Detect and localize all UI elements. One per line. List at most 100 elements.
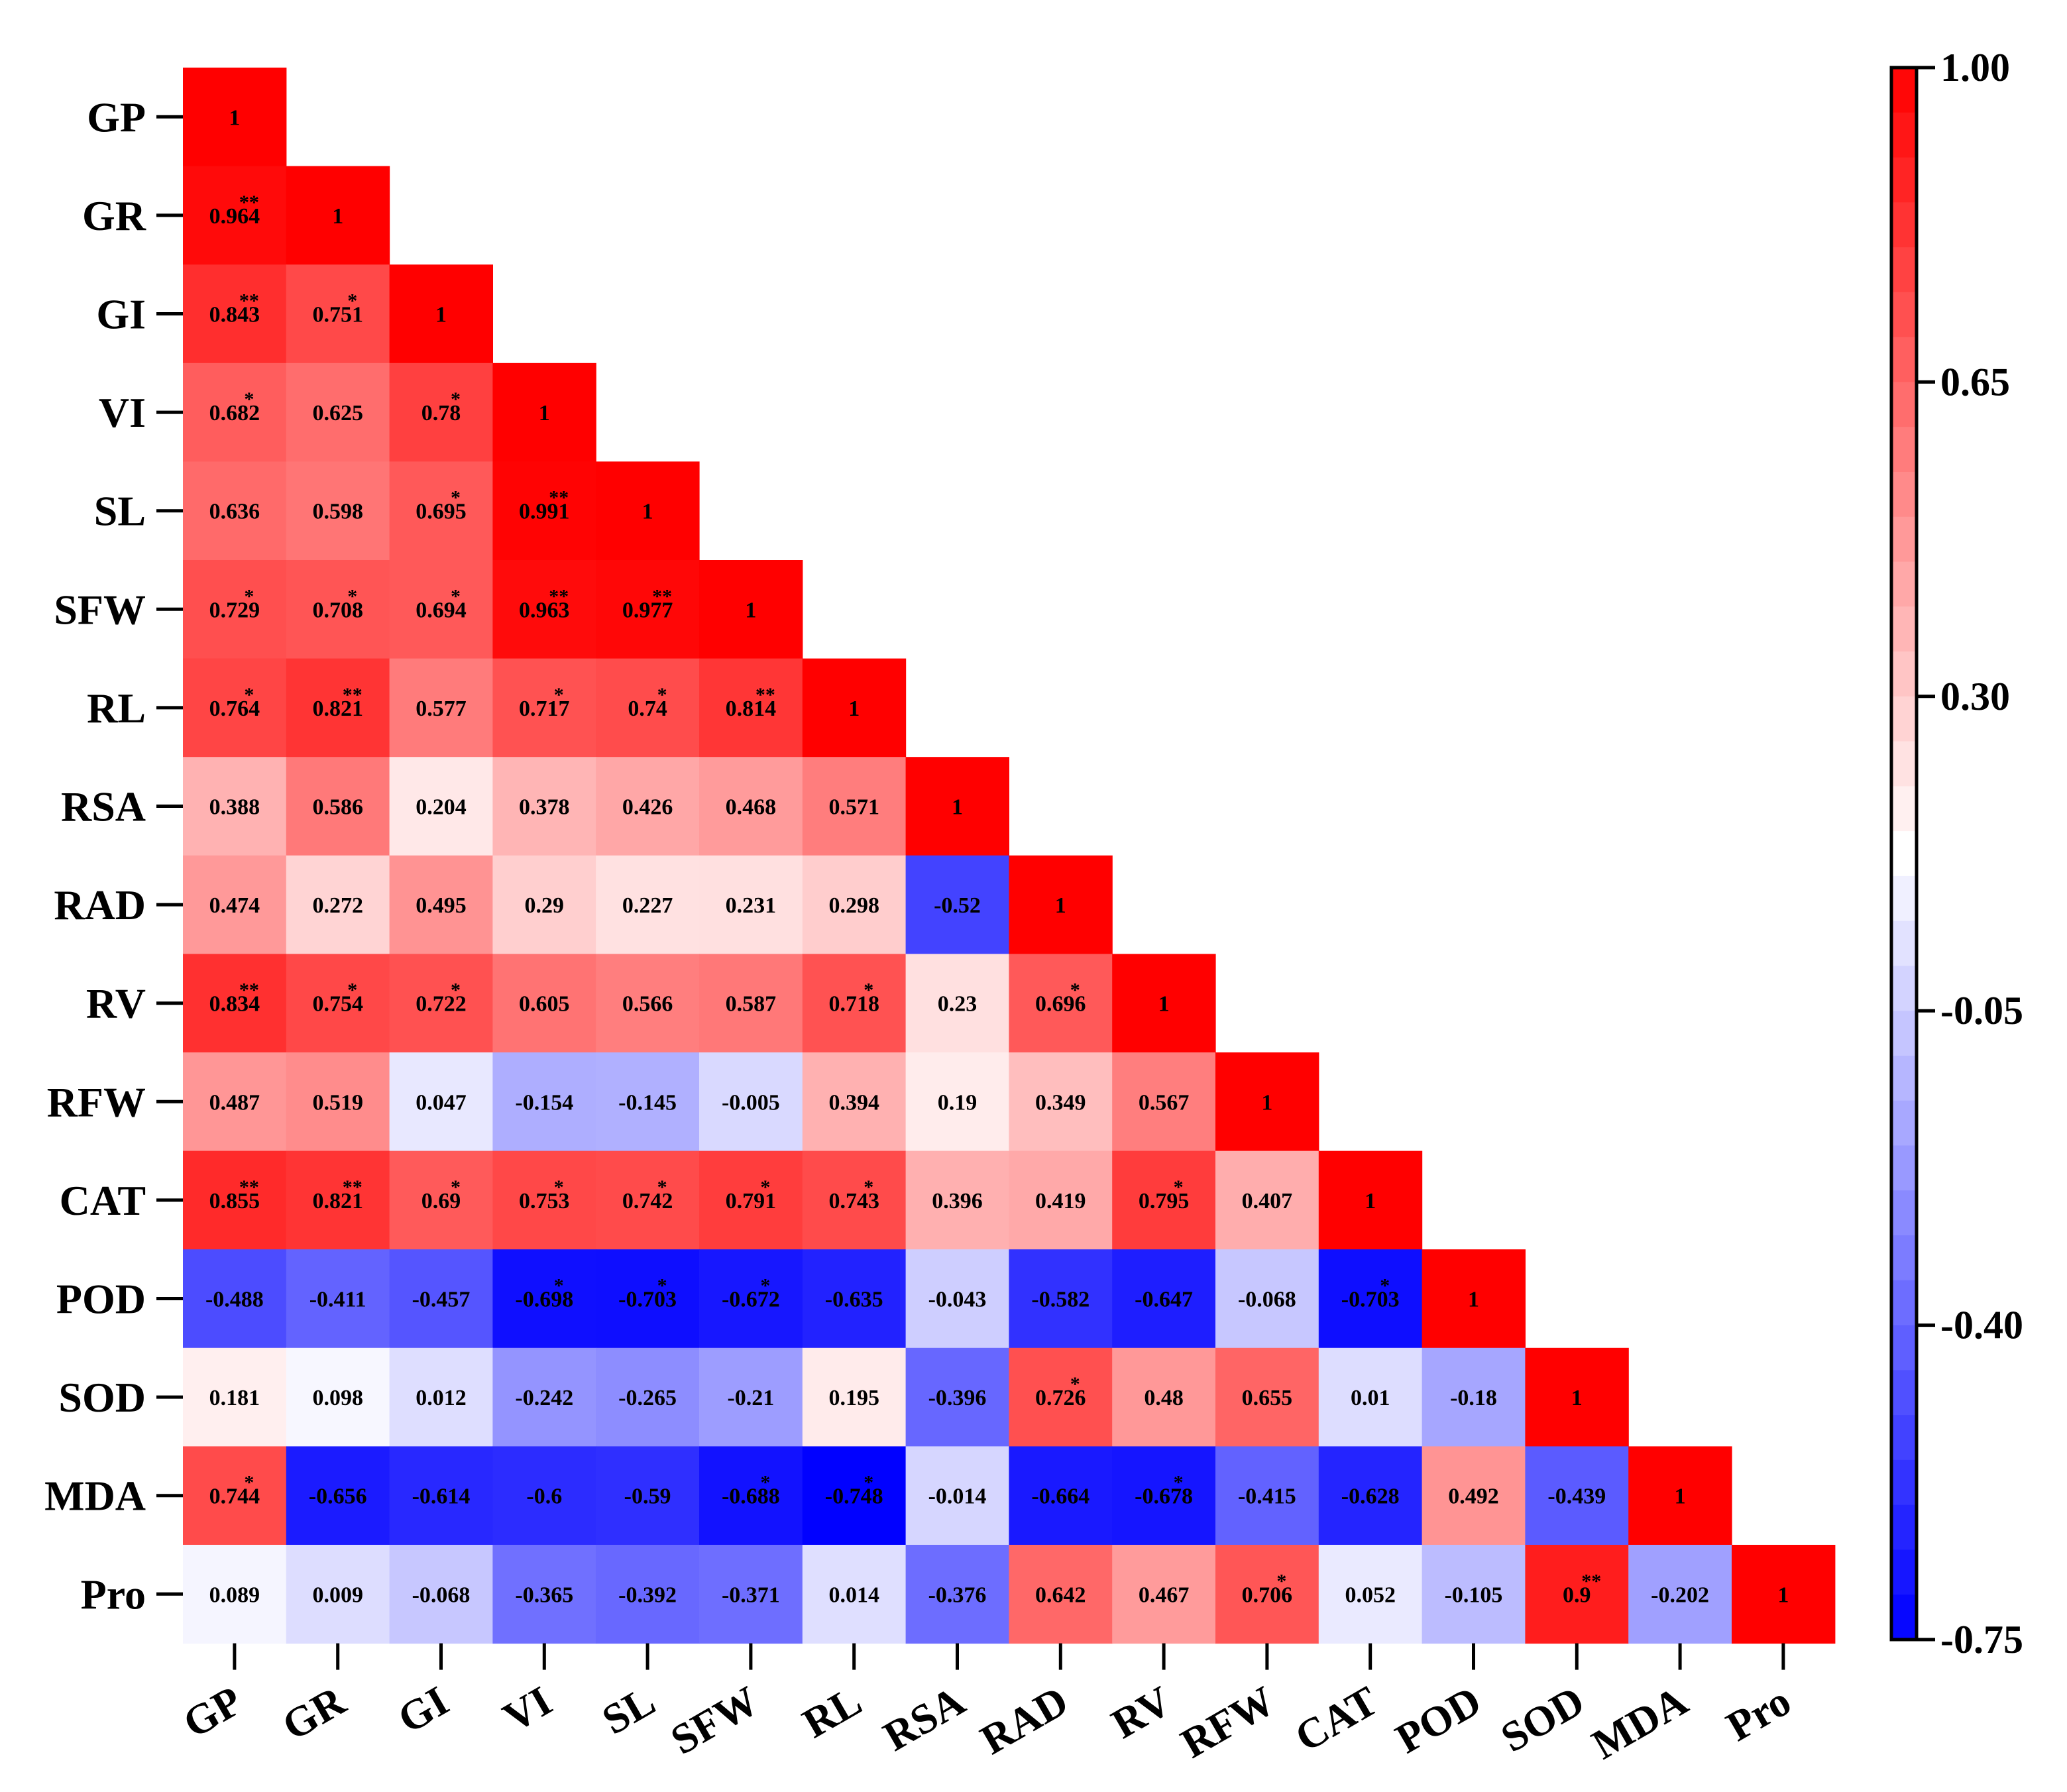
cell-fill xyxy=(596,1347,700,1447)
colorbar-step xyxy=(1891,1011,1917,1056)
heatmap-cell-rsa-vi: 0.378 xyxy=(492,757,596,856)
colorbar-frame xyxy=(1889,66,1919,1642)
significance-mark: ** xyxy=(343,1176,363,1198)
heatmap-cell-cat-cat: 1 xyxy=(1318,1150,1423,1250)
heatmap-cell-pod-vi: -0.698* xyxy=(492,1249,596,1349)
cell-value: 0.587 xyxy=(726,992,777,1017)
heatmap-cell-sod-pod: -0.18 xyxy=(1422,1347,1526,1447)
heatmap-cell-rfw-rl: 0.394 xyxy=(802,1052,907,1152)
cell-fill xyxy=(1422,1545,1526,1644)
cell-value: -0.411 xyxy=(309,1288,366,1312)
column-label-vi: VI xyxy=(495,1677,559,1741)
cell-fill xyxy=(905,1446,1009,1545)
cell-value: -0.068 xyxy=(1238,1288,1296,1312)
cell-fill xyxy=(699,1446,803,1545)
cell-fill xyxy=(286,658,390,757)
cell-fill xyxy=(699,757,803,856)
heatmap-cell-pro-mda: -0.202 xyxy=(1628,1545,1732,1644)
cell-fill xyxy=(183,954,287,1053)
heatmap-cell-rfw-gp: 0.487 xyxy=(183,1052,287,1152)
cell-value: -0.18 xyxy=(1450,1386,1497,1410)
cell-value: -0.21 xyxy=(727,1386,774,1410)
row-label-gr: GR xyxy=(82,192,146,239)
heatmap-cell-cat-rv: 0.795* xyxy=(1112,1150,1216,1250)
heatmap-cell-rad-sfw: 0.231 xyxy=(699,855,803,954)
cell-value: 0.098 xyxy=(312,1386,363,1410)
cell-value: 0.468 xyxy=(726,795,777,820)
cell-fill xyxy=(286,560,390,659)
cell-value: 0.855 xyxy=(209,1189,260,1213)
cell-value: 0.695 xyxy=(416,500,467,524)
cell-fill xyxy=(699,658,803,757)
heatmap-cells: 10.964**10.843**0.751*10.682*0.625 0.78*1… xyxy=(183,68,1836,1644)
cell-fill xyxy=(802,757,907,856)
cell-fill xyxy=(1112,1249,1216,1349)
cell-value: 0.227 xyxy=(622,893,673,918)
column-label-rv: RV xyxy=(1103,1677,1179,1748)
cell-value: 0.744 xyxy=(209,1484,260,1509)
cell-value: 1 xyxy=(1158,992,1170,1017)
heatmap-cell-cat-rl: 0.743* xyxy=(802,1150,907,1250)
cell-value: 0.963 xyxy=(519,598,570,622)
cell-fill xyxy=(699,1249,803,1349)
cell-value: -0.656 xyxy=(309,1484,367,1509)
cell-fill xyxy=(492,954,596,1053)
significance-mark: * xyxy=(244,388,254,410)
cell-fill xyxy=(286,461,390,561)
heatmap-cell-rad-gr: 0.272 xyxy=(286,855,390,954)
heatmap-cell-pod-sl: -0.703* xyxy=(596,1249,700,1349)
cell-value: 0.388 xyxy=(209,795,260,820)
cell-value: 0.834 xyxy=(209,992,260,1017)
cell-fill xyxy=(286,757,390,856)
cell-fill xyxy=(183,68,287,167)
colorbar-step xyxy=(1891,1325,1917,1371)
row-label-sfw: SFW xyxy=(54,586,146,633)
heatmap-cell-pro-gr: 0.009 xyxy=(286,1545,390,1644)
cell-value: -0.415 xyxy=(1238,1484,1296,1509)
cell-value: -0.582 xyxy=(1031,1288,1089,1312)
cell-value: 0.052 xyxy=(1345,1583,1396,1607)
cell-fill xyxy=(183,363,287,462)
heatmap-cell-rv-rsa: 0.23 xyxy=(905,954,1009,1053)
significance-mark: * xyxy=(1070,980,1080,1001)
cell-value: -0.265 xyxy=(618,1386,677,1410)
heatmap-cell-sod-rsa: -0.396 xyxy=(905,1347,1009,1447)
cell-value: -0.457 xyxy=(412,1288,471,1312)
heatmap-cell-mda-sfw: -0.688* xyxy=(699,1446,803,1545)
cell-fill xyxy=(389,1052,493,1152)
cell-fill xyxy=(596,1249,700,1349)
cell-fill xyxy=(905,855,1009,954)
colorbar-step xyxy=(1891,68,1917,113)
cell-fill xyxy=(286,954,390,1053)
cell-value: 1 xyxy=(539,401,550,425)
cell-value: -0.043 xyxy=(928,1288,987,1312)
row-labels: GP GR GI VI SL SFW RL RSA RAD RV RFW CAT POD SOD MDA Pr… xyxy=(44,93,183,1618)
colorbar-step xyxy=(1891,831,1917,877)
cell-fill xyxy=(1318,1249,1423,1349)
cell-fill xyxy=(492,1249,596,1349)
heatmap-cell-rsa-gp: 0.388 xyxy=(183,757,287,856)
heatmap-cell-pod-rad: -0.582 xyxy=(1009,1249,1113,1349)
cell-value: 0.821 xyxy=(312,697,363,721)
cell-fill xyxy=(183,1052,287,1152)
heatmap-cell-sod-rl: 0.195 xyxy=(802,1347,907,1447)
cell-fill xyxy=(389,954,493,1053)
heatmap-cell-pod-rfw: -0.068 xyxy=(1215,1249,1319,1349)
significance-mark: ** xyxy=(239,290,259,312)
cell-fill xyxy=(596,560,700,659)
significance-mark: * xyxy=(554,1275,564,1297)
significance-mark: * xyxy=(657,1176,667,1198)
heatmap-cell-cat-gr: 0.821** xyxy=(286,1150,390,1250)
cell-fill xyxy=(1112,1347,1216,1447)
cell-value: 0.474 xyxy=(209,893,260,918)
heatmap-cell-sl-gi: 0.695* xyxy=(389,461,493,561)
cell-fill xyxy=(183,560,287,659)
cell-fill xyxy=(492,1545,596,1644)
cell-fill xyxy=(1009,855,1113,954)
cell-value: 0.426 xyxy=(622,795,673,820)
cell-fill xyxy=(286,363,390,462)
heatmap-cell-rsa-gr: 0.586 xyxy=(286,757,390,856)
cell-value: -0.698 xyxy=(515,1288,573,1312)
heatmap-cell-rad-rad: 1 xyxy=(1009,855,1113,954)
significance-mark: ** xyxy=(549,487,569,509)
